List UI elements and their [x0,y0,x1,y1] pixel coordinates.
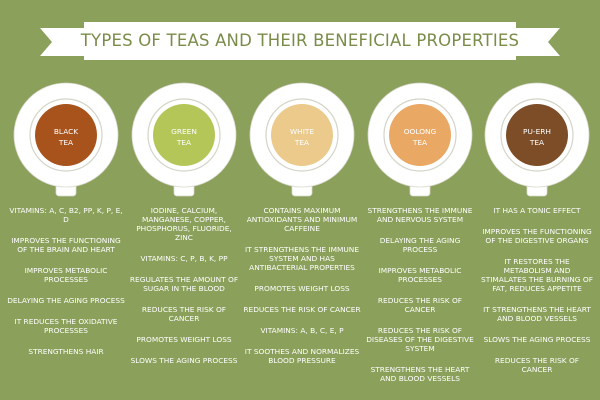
tea-liquid [271,104,333,166]
tea-label: WHITE TEA [289,127,315,147]
benefit-item: IODINE, CALCIUM, MANGANESE, COPPER, PHOS… [136,206,232,242]
tea-label: OOLONG TEA [403,127,437,147]
benefit-item: IT REDUCES THE OXIDATIVE PROCESSES [14,317,118,335]
benefit-item: IT RESTORES THE METABOLISM AND STIMALATE… [481,257,593,293]
tea-label: PU-ERH TEA [523,127,551,147]
benefit-item: DELAYING THE AGING PROCESS [7,296,125,305]
tea-cup-1: GREEN TEA [131,82,237,198]
benefit-item: IT HAS A TONIC EFFECT [493,206,581,215]
tea-label: GREEN TEA [171,127,197,147]
benefit-item: PROMOTES WEIGHT LOSS [254,284,350,293]
benefit-item: REGULATES THE AMOUNT OF SUGAR IN THE BLO… [129,275,239,293]
benefit-item: REDUCES THE RISK OF CANCER [243,305,361,314]
page-title: TYPES OF TEAS AND THEIR BENEFICIAL PROPE… [80,31,520,50]
tea-liquid [389,104,451,166]
benefit-item: VITAMINS: A, C, B2, PP, K, P, E, D [9,206,123,224]
benefit-column-0: VITAMINS: A, C, B2, PP, K, P, E, D IMPROV… [7,206,125,368]
benefit-item: STRENGTHENS THE IMMUNE AND NERVOUS SYSTE… [367,206,473,224]
tea-cups-row: BLACK TEA GREEN TEA WHITE TEA OOLONG TEA PU-… [0,82,600,202]
benefit-item: IMPROVES METABOLIC PROCESSES [378,266,462,284]
benefit-item: CONTAINS MAXIMUM ANTIOXIDANTS AND MINIMU… [246,206,358,233]
benefit-item: IMPROVES THE FUNCTIONING OF THE DIGESTIV… [482,227,592,245]
benefit-item: IT STRENGTHENS THE HEART AND BLOOD VESSE… [483,305,591,323]
benefit-item: IMPROVES THE FUNCTIONING OF THE BRAIN AN… [11,236,121,254]
benefit-item: REDUCES THE RISK OF DISEASES OF THE DIGE… [366,326,474,353]
benefit-item: IMPROVES METABOLIC PROCESSES [24,266,108,284]
benefit-item: PROMOTES WEIGHT LOSS [136,335,232,344]
tea-liquid [35,104,97,166]
benefit-item: VITAMINS: C, P, B, K, PP [140,254,228,263]
tea-liquid [506,104,568,166]
benefit-column-3: STRENGTHENS THE IMMUNE AND NERVOUS SYSTE… [364,206,476,395]
title-banner: TYPES OF TEAS AND THEIR BENEFICIAL PROPE… [40,22,560,60]
tea-cup-3: OOLONG TEA [367,82,473,198]
cup-icon [484,82,590,197]
benefit-item: VITAMINS: A, B, C, E, P [260,326,344,335]
benefit-column-4: IT HAS A TONIC EFFECT IMPROVES THE FUNCTI… [481,206,593,386]
ribbon-shape [40,22,560,60]
benefit-item: IT STRENGTHENS THE IMMUNE SYSTEM AND HAS… [245,245,359,272]
tea-cup-0: BLACK TEA [13,82,119,198]
benefit-item: REDUCES THE RISK OF CANCER [141,305,227,323]
cup-icon [249,82,355,197]
cup-icon [131,82,237,197]
tea-label: BLACK TEA [53,127,79,147]
cup-icon [367,82,473,197]
benefit-item: STRENGTHENS HAIR [28,347,104,356]
tea-liquid [153,104,215,166]
benefit-item: SLOWS THE AGING PROCESS [483,335,591,344]
benefit-item: REDUCES THE RISK OF CANCER [377,296,463,314]
benefit-column-1: IODINE, CALCIUM, MANGANESE, COPPER, PHOS… [128,206,240,377]
tea-cup-4: PU-ERH TEA [484,82,590,198]
tea-cup-2: WHITE TEA [249,82,355,198]
benefit-column-2: CONTAINS MAXIMUM ANTIOXIDANTS AND MINIMU… [243,206,361,377]
benefit-item: REDUCES THE RISK OF CANCER [494,356,580,374]
benefit-item: DELAYING THE AGING PROCESS [379,236,461,254]
benefit-item: SLOWS THE AGING PROCESS [130,356,238,365]
benefit-item: STRENGTHENS THE HEART AND BLOOD VESSELS [370,365,470,383]
cup-icon [13,82,119,197]
benefit-item: IT SOOTHES AND NORMALIZES BLOOD PRESSURE [244,347,360,365]
